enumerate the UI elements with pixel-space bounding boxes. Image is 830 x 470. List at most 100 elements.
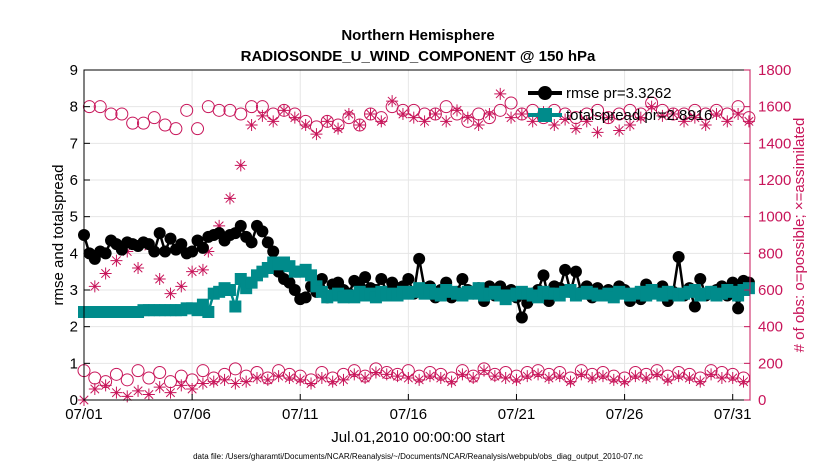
obs-assimilated-marker bbox=[196, 377, 209, 390]
obs-assimilated-marker bbox=[175, 280, 188, 293]
y-left-tick-label: 0 bbox=[70, 392, 78, 409]
obs-assimilated-marker bbox=[218, 373, 231, 386]
legend-totalspread-label: totalspread pr=2.8916 bbox=[566, 107, 712, 124]
obs-assimilated-marker bbox=[607, 373, 620, 386]
obs-possible-marker bbox=[163, 375, 177, 389]
obs-assimilated-marker bbox=[656, 109, 669, 122]
rmse-point bbox=[672, 251, 685, 263]
obs-assimilated-marker bbox=[164, 287, 177, 300]
obs-assimilated-marker bbox=[672, 370, 685, 383]
chart-title-line2: RADIOSONDE_U_WIND_COMPONENT @ 150 hPa bbox=[241, 48, 596, 65]
obs-possible-marker bbox=[591, 103, 605, 117]
obs-assimilated-marker bbox=[110, 254, 123, 267]
data-file-footnote: data file: /Users/gharamti/Documents/NCA… bbox=[193, 452, 643, 461]
obs-assimilated-marker bbox=[202, 245, 215, 258]
rmse-point bbox=[402, 273, 415, 285]
rmse-point bbox=[196, 241, 209, 254]
obs-assimilated-marker bbox=[451, 104, 464, 117]
obs-assimilated-marker bbox=[164, 386, 177, 399]
rmse-point bbox=[261, 236, 274, 249]
rmse-point bbox=[559, 263, 572, 276]
obs-assimilated-marker bbox=[483, 108, 496, 120]
obs-assimilated-marker bbox=[618, 375, 631, 388]
obs-assimilated-marker bbox=[575, 368, 588, 381]
y-left-tick-label: 6 bbox=[70, 172, 78, 189]
rmse-point bbox=[413, 252, 426, 265]
obs-assimilated-marker bbox=[705, 368, 718, 381]
rmse-point bbox=[732, 302, 745, 315]
rmse-point bbox=[234, 219, 247, 232]
obs-assimilated-marker bbox=[245, 119, 258, 131]
obs-possible-marker bbox=[196, 364, 210, 378]
obs-assimilated-marker bbox=[526, 115, 539, 128]
obs-assimilated-marker bbox=[186, 383, 199, 395]
obs-possible-marker bbox=[120, 373, 134, 387]
obs-assimilated-marker bbox=[586, 372, 599, 384]
obs-assimilated-marker bbox=[478, 364, 491, 377]
obs-assimilated-marker bbox=[305, 377, 318, 390]
obs-assimilated-marker bbox=[651, 368, 664, 381]
obs-possible-marker bbox=[504, 96, 518, 110]
legend-rmse-marker bbox=[538, 86, 552, 100]
y-left-tick-label: 9 bbox=[70, 62, 78, 79]
obs-assimilated-marker bbox=[678, 115, 691, 128]
obs-possible-marker bbox=[493, 103, 507, 117]
obs-assimilated-marker bbox=[396, 108, 409, 120]
x-tick-label: 07/16 bbox=[390, 406, 428, 423]
obs-possible-marker bbox=[180, 103, 194, 117]
obs-assimilated-marker bbox=[559, 113, 572, 126]
obs-assimilated-marker bbox=[715, 372, 728, 384]
legend: rmse pr=3.3262 totalspread pr=2.8916 bbox=[528, 85, 712, 124]
obs-assimilated-marker bbox=[391, 370, 404, 383]
rmse-point bbox=[99, 247, 112, 260]
rmse-point bbox=[288, 284, 301, 296]
obs-assimilated-marker bbox=[726, 372, 739, 384]
x-tick-label: 07/21 bbox=[498, 406, 536, 423]
y-left-tick-label: 1 bbox=[70, 355, 78, 372]
y-left-tick-label: 8 bbox=[70, 99, 78, 116]
x-tick-label: 07/11 bbox=[282, 406, 318, 423]
obs-assimilated-marker bbox=[737, 375, 750, 388]
obs-assimilated-marker bbox=[402, 372, 415, 384]
obs-assimilated-marker bbox=[278, 104, 291, 117]
obs-possible-marker bbox=[158, 118, 172, 132]
obs-assimilated-marker bbox=[186, 265, 199, 278]
rmse-point bbox=[186, 245, 199, 258]
rmse-point bbox=[359, 271, 372, 284]
obs-assimilated-marker bbox=[413, 373, 426, 386]
obs-assimilated-marker bbox=[369, 366, 382, 379]
obs-assimilated-marker bbox=[710, 108, 723, 120]
obs-assimilated-marker bbox=[267, 115, 280, 128]
y-right-tick-label: 0 bbox=[758, 392, 766, 409]
obs-assimilated-marker bbox=[667, 108, 680, 120]
obs-assimilated-marker bbox=[88, 280, 101, 293]
obs-assimilated-marker bbox=[315, 372, 328, 384]
rmse-point bbox=[175, 238, 188, 251]
obs-assimilated-marker bbox=[132, 262, 145, 274]
obs-assimilated-marker bbox=[380, 368, 393, 381]
rmse-point bbox=[569, 265, 582, 278]
obs-assimilated-marker bbox=[580, 115, 593, 128]
obs-assimilated-marker bbox=[472, 119, 485, 131]
obs-assimilated-marker bbox=[613, 124, 626, 137]
obs-assimilated-marker bbox=[348, 368, 361, 381]
y-right-tick-label: 600 bbox=[758, 282, 783, 299]
y-right-tick-label: 800 bbox=[758, 245, 783, 262]
obs-assimilated-marker bbox=[132, 384, 145, 397]
obs-assimilated-marker bbox=[110, 386, 123, 399]
obs-assimilated-marker bbox=[418, 115, 431, 128]
obs-assimilated-marker bbox=[699, 119, 712, 131]
y-left-tick-label: 7 bbox=[70, 135, 78, 152]
axes: 07/01 07/06 07/11 07/16 07/21 07/26 07/31 0 1 2 3 4… bbox=[65, 62, 791, 423]
x-tick-label: 07/01 bbox=[65, 406, 103, 423]
obs-assimilated-marker bbox=[375, 115, 388, 128]
obs-assimilated-marker bbox=[234, 159, 247, 172]
rmse-point bbox=[456, 273, 469, 285]
obs-possible-marker bbox=[147, 111, 161, 125]
obs-assimilated-marker bbox=[342, 108, 355, 120]
obs-assimilated-marker bbox=[694, 375, 707, 388]
y-right-tick-label: 400 bbox=[758, 319, 783, 336]
obs-possible-marker bbox=[169, 122, 183, 136]
rmse-point bbox=[537, 269, 550, 282]
